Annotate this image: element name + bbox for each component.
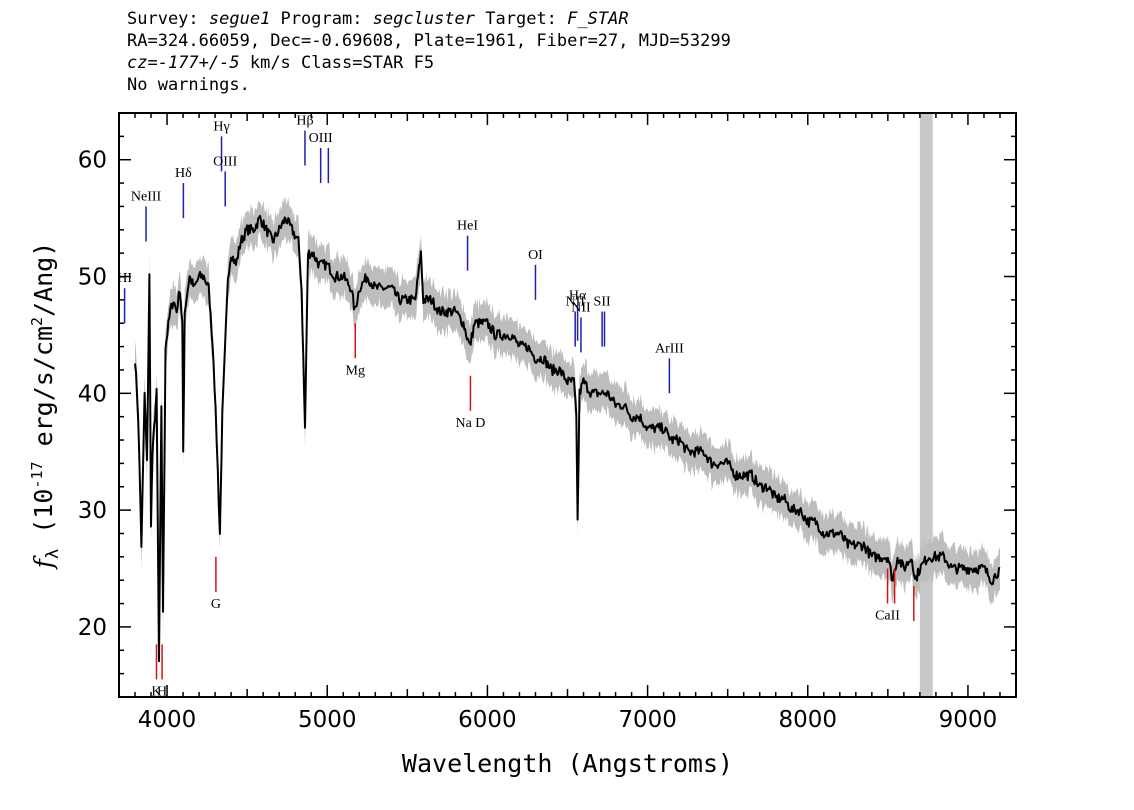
line-marker-label: OI [528, 248, 543, 263]
x-axis-title: Wavelength (Angstroms) [402, 749, 733, 778]
flux-line [134, 214, 1001, 663]
header-line-warnings: No warnings. [127, 75, 250, 95]
y-tick-label: 60 [78, 148, 107, 174]
masked-region-layer [919, 113, 933, 697]
line-marker-label: SII [594, 295, 611, 310]
line-marker-label: NII [565, 295, 585, 310]
header-line-redshift: cz=-177+/-5 km/s Class=STAR F5 [127, 52, 1027, 74]
line-marker-label: Hβ [296, 114, 313, 129]
x-tick-label: 8000 [778, 707, 837, 733]
y-axis-title: fλ (10-17 erg/s/cm2/Ang) [28, 242, 63, 571]
masked-region [919, 113, 933, 697]
y-tick-label: 50 [78, 265, 107, 291]
line-marker-label: ArIII [655, 341, 684, 356]
target-value: F_STAR [567, 9, 629, 29]
axis-ticks-layer: 4000 5000 6000 7000 8000 9000 20 30 40 50 60 [78, 112, 1017, 733]
x-tick-label: 4000 [138, 707, 197, 733]
cz-label: cz [127, 53, 148, 73]
error-band-layer [135, 196, 1000, 682]
survey-label: Survey: [127, 9, 209, 29]
header-line-coords: RA=324.66059, Dec=-0.69608, Plate=1961, … [127, 31, 731, 51]
x-tick-label: 6000 [458, 707, 517, 733]
line-marker-label: Hγ [213, 119, 229, 134]
line-marker-label: Na D [455, 416, 485, 431]
line-marker-label: CaII [875, 609, 900, 624]
line-marker-label: Hα [569, 289, 587, 304]
program-value: segcluster [372, 9, 476, 29]
line-marker-label: OIII [213, 154, 237, 169]
y-tick-label: 20 [78, 615, 107, 641]
x-tick-label: 9000 [939, 707, 998, 733]
cz-unit-class: km/s Class=STAR F5 [239, 53, 435, 73]
y-tick-label: 40 [78, 381, 107, 407]
x-tick-label: 5000 [298, 707, 357, 733]
target-label: Target: [475, 9, 568, 29]
survey-value: segue1 [208, 9, 271, 29]
line-marker-label: NII [571, 300, 591, 315]
line-marker-label: OIII [309, 131, 333, 146]
line-marker-label: HI [117, 271, 132, 286]
line-marker-label: G [211, 597, 221, 612]
program-label: Program: [270, 9, 373, 29]
spectrum-header: Survey: segue1 Program: segcluster Targe… [127, 8, 1027, 96]
line-marker-label: Hδ [175, 166, 192, 181]
flux-line-layer [134, 214, 1001, 663]
y-tick-label: 30 [78, 498, 107, 524]
line-marker-label: NeIII [131, 189, 162, 204]
error-band [135, 196, 1000, 682]
line-marker-label: HeI [457, 219, 478, 234]
header-line-survey: Survey: segue1 Program: segcluster Targe… [127, 8, 1027, 30]
line-marker-label: H [157, 684, 167, 699]
x-tick-label: 7000 [618, 707, 677, 733]
line-marker-label: K [151, 684, 161, 699]
line-marker-label: Mg [346, 363, 365, 378]
cz-value: =-177+/-5 [147, 53, 240, 73]
